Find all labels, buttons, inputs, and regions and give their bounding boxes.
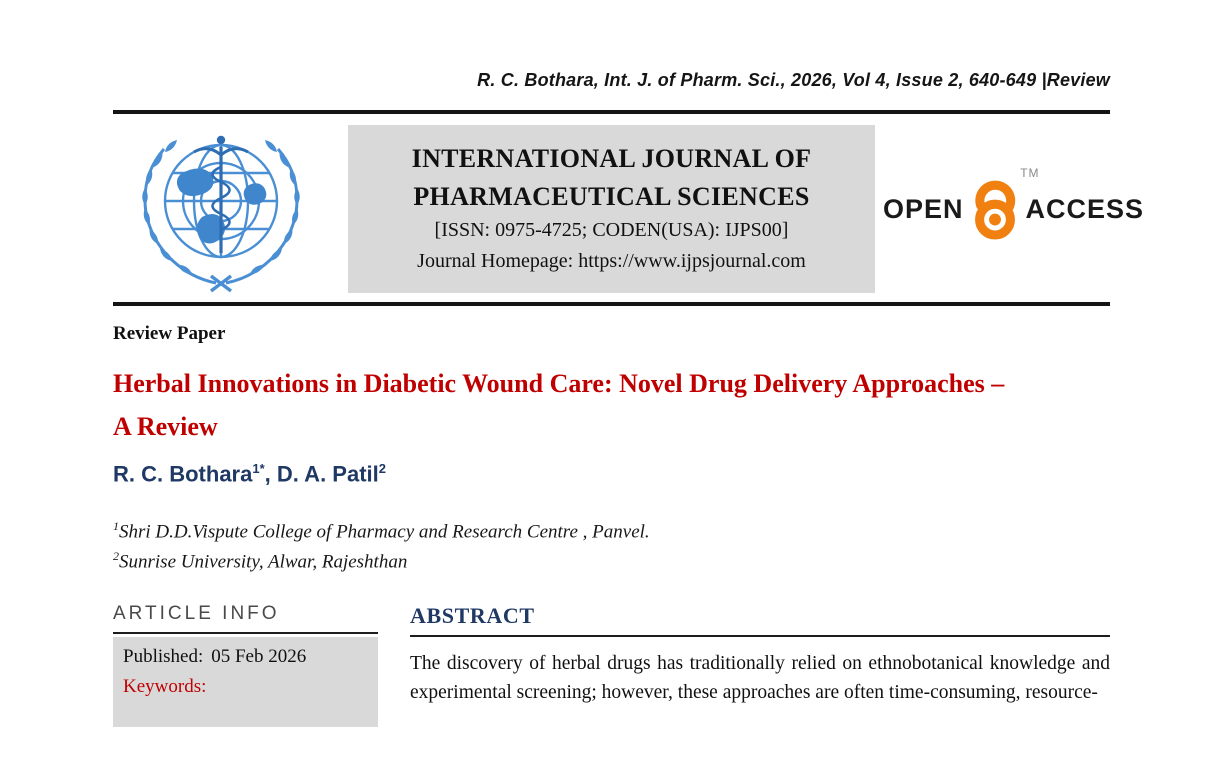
authors-line: R. C. Bothara1*, D. A. Patil2 (113, 461, 1110, 487)
keywords-label: Keywords: (123, 675, 207, 697)
article-info-panel: ARTICLE INFO Published: 05 Feb 2026 Keywo… (113, 603, 378, 727)
globe-caduceus-wreath-icon (141, 135, 301, 293)
open-access-logo: OPEN TM ACCESS (883, 166, 1145, 249)
affiliations-block: 1Shri D.D.Vispute College of Pharmacy an… (113, 517, 1110, 577)
info-abstract-columns: ARTICLE INFO Published: 05 Feb 2026 Keywo… (113, 603, 1110, 727)
open-lock-icon: TM (967, 166, 1039, 249)
article-page: R. C. Bothara, Int. J. of Pharm. Sci., 2… (0, 70, 1220, 727)
affiliation-text-1: Shri D.D.Vispute College of Pharmacy and… (119, 521, 650, 543)
published-label: Published: (123, 645, 204, 667)
article-info-rule (113, 631, 378, 634)
journal-homepage-link[interactable]: Journal Homepage: https://www.ijpsjourna… (417, 250, 806, 273)
author-name-2: D. A. Patil (276, 461, 379, 487)
masthead-bottom-rule (113, 302, 1110, 306)
journal-masthead: INTERNATIONAL JOURNAL OF PHARMACEUTICAL … (113, 124, 1143, 294)
published-date: 05 Feb 2026 (211, 645, 307, 667)
journal-issn-coden: [ISSN: 0975-4725; CODEN(USA): IJPS00] (434, 219, 789, 242)
open-access-access-label: ACCESS (1025, 193, 1145, 224)
article-info-box: Published: 05 Feb 2026 Keywords: (113, 636, 378, 727)
abstract-rule (410, 634, 1110, 637)
journal-title-line1: INTERNATIONAL JOURNAL OF (411, 143, 812, 173)
journal-emblem-logo (115, 125, 327, 293)
abstract-panel: ABSTRACT The discovery of herbal drugs h… (410, 603, 1110, 708)
abstract-text: The discovery of herbal drugs has tradit… (410, 652, 1110, 704)
abstract-heading: ABSTRACT (410, 602, 535, 628)
article-info-heading: ARTICLE INFO (113, 602, 280, 624)
affiliation-superscript-2: 2 (113, 548, 119, 563)
author-superscript-1: 1* (252, 460, 265, 476)
article-type-label: Review Paper (113, 323, 226, 344)
affiliation-text-2: Sunrise University, Alwar, Rajeshthan (119, 551, 408, 573)
affiliation-line-1: 1Shri D.D.Vispute College of Pharmacy an… (113, 517, 1110, 547)
affiliation-superscript-1: 1 (113, 519, 119, 534)
affiliation-line-2: 2Sunrise University, Alwar, Rajeshthan (113, 547, 1110, 577)
journal-title-line2: PHARMACEUTICAL SCIENCES (413, 181, 810, 211)
author-superscript-2: 2 (378, 460, 386, 476)
open-access-open-label: OPEN (883, 193, 964, 224)
running-head-citation: R. C. Bothara, Int. J. of Pharm. Sci., 2… (477, 70, 1110, 90)
author-separator: , (264, 461, 277, 487)
article-title: Herbal Innovations in Diabetic Wound Car… (113, 369, 1005, 441)
author-name-1: R. C. Bothara (113, 461, 253, 487)
journal-title-box: INTERNATIONAL JOURNAL OF PHARMACEUTICAL … (348, 124, 875, 294)
trademark-label: TM (1020, 165, 1040, 180)
top-rule (113, 110, 1110, 114)
published-line: Published: 05 Feb 2026 (123, 646, 368, 668)
